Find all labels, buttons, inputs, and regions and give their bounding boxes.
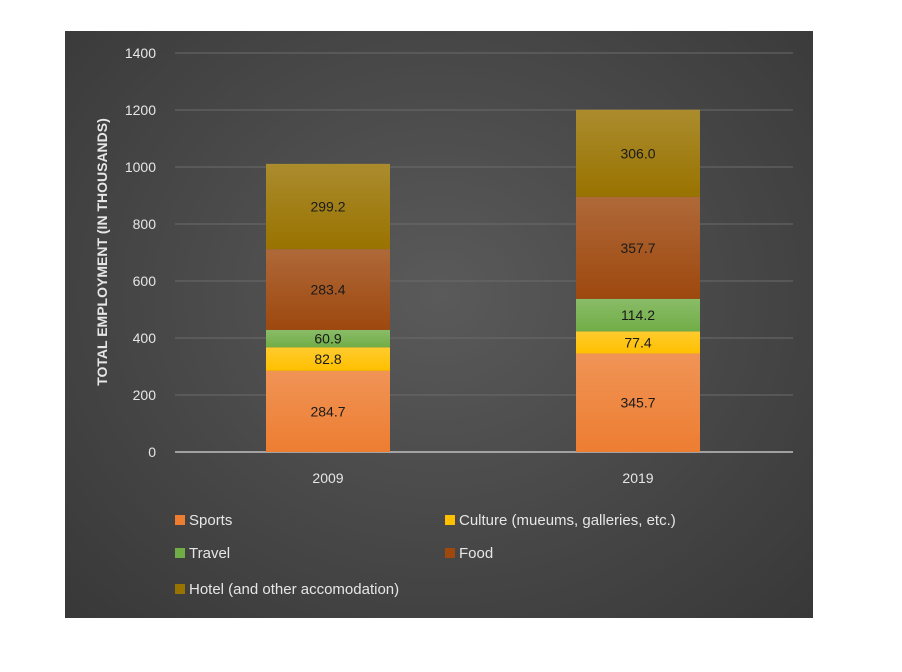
bars xyxy=(266,109,700,452)
data-label: 357.7 xyxy=(620,240,655,256)
x-tick-label: 2009 xyxy=(312,470,343,486)
bar-segment xyxy=(576,331,700,354)
data-label: 77.4 xyxy=(624,334,651,350)
bar-segment xyxy=(576,353,700,452)
data-labels: 284.7 82.8 60.9 283.4 299.2 345.7 77.4 114.2 357… xyxy=(310,145,655,419)
data-label: 114.2 xyxy=(621,307,655,323)
legend-swatch xyxy=(445,548,455,558)
legend-swatch xyxy=(175,515,185,525)
legend-label: Travel xyxy=(189,545,230,562)
legend-swatch xyxy=(445,515,455,525)
data-label: 283.4 xyxy=(310,282,345,298)
y-tick-label: 600 xyxy=(133,273,157,289)
legend: Sports Culture (mueums, galleries, etc.) T… xyxy=(175,512,676,598)
tick-labels: 0 200 400 600 800 1000 1200 1400 2009 2019 xyxy=(125,45,654,486)
data-label: 82.8 xyxy=(314,351,341,367)
y-tick-label: 1400 xyxy=(125,45,156,61)
bar-segment xyxy=(576,109,700,197)
data-label: 284.7 xyxy=(310,403,345,419)
y-tick-label: 400 xyxy=(133,330,157,346)
x-tick-label: 2019 xyxy=(622,470,653,486)
y-axis-title: TOTAL EMPLOYMENT (IN THOUSANDS) xyxy=(94,118,110,386)
bar-segment xyxy=(266,249,390,330)
bar-segment xyxy=(576,298,700,332)
legend-swatch xyxy=(175,548,185,558)
y-tick-label: 800 xyxy=(133,216,157,232)
y-tick-label: 1200 xyxy=(125,102,156,118)
y-tick-label: 1000 xyxy=(125,159,156,175)
legend-label: Food xyxy=(459,545,493,562)
data-label: 299.2 xyxy=(310,199,345,215)
y-tick-label: 0 xyxy=(148,444,156,460)
bar-segment xyxy=(266,163,390,250)
bar-segment xyxy=(266,329,390,348)
legend-label: Sports xyxy=(189,512,232,529)
y-tick-label: 200 xyxy=(133,387,157,403)
bar-segment xyxy=(576,196,700,299)
bar-segment xyxy=(266,347,390,371)
bar-segment xyxy=(266,370,390,452)
data-label: 345.7 xyxy=(620,395,655,411)
legend-swatch xyxy=(175,584,185,594)
data-label: 60.9 xyxy=(314,331,341,347)
data-label: 306.0 xyxy=(620,145,655,161)
legend-label: Hotel (and other accomodation) xyxy=(189,581,399,598)
legend-label: Culture (mueums, galleries, etc.) xyxy=(459,512,676,529)
